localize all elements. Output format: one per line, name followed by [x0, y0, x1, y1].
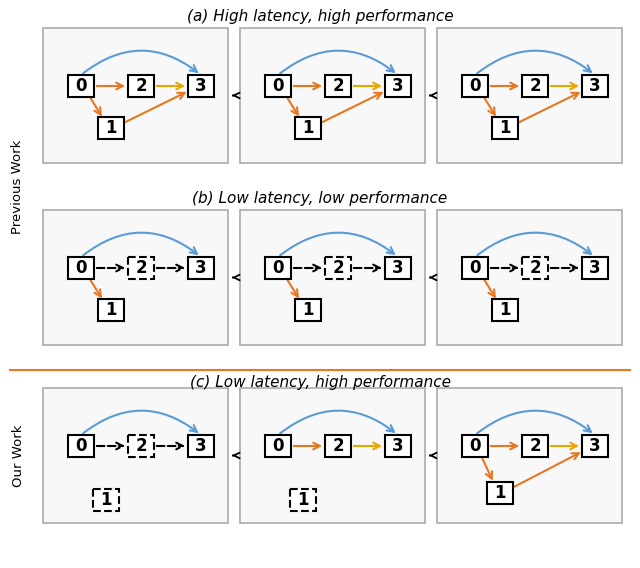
FancyBboxPatch shape: [295, 117, 321, 139]
Bar: [43, 210, 228, 345]
FancyBboxPatch shape: [522, 435, 548, 457]
Text: 1: 1: [499, 301, 511, 319]
Text: 1: 1: [494, 484, 506, 502]
Text: 0: 0: [272, 77, 284, 95]
Text: 3: 3: [392, 259, 404, 277]
FancyBboxPatch shape: [128, 75, 154, 97]
FancyBboxPatch shape: [385, 75, 411, 97]
Text: 1: 1: [105, 119, 116, 137]
FancyBboxPatch shape: [68, 75, 94, 97]
Text: 0: 0: [469, 77, 481, 95]
Text: 2: 2: [135, 259, 147, 277]
FancyBboxPatch shape: [522, 75, 548, 97]
FancyBboxPatch shape: [295, 299, 321, 321]
Text: 2: 2: [135, 437, 147, 455]
Text: 0: 0: [76, 77, 87, 95]
Bar: [240, 210, 425, 345]
Bar: [240, 388, 425, 523]
FancyBboxPatch shape: [265, 435, 291, 457]
FancyBboxPatch shape: [487, 482, 513, 504]
Text: 1: 1: [302, 119, 314, 137]
FancyBboxPatch shape: [325, 257, 351, 279]
Text: 3: 3: [392, 77, 404, 95]
Text: 2: 2: [529, 437, 541, 455]
FancyBboxPatch shape: [582, 75, 608, 97]
FancyBboxPatch shape: [68, 257, 94, 279]
FancyBboxPatch shape: [188, 257, 214, 279]
FancyBboxPatch shape: [492, 117, 518, 139]
FancyBboxPatch shape: [290, 489, 316, 511]
Text: (a) High latency, high performance: (a) High latency, high performance: [187, 9, 453, 23]
FancyBboxPatch shape: [582, 257, 608, 279]
Text: 2: 2: [332, 437, 344, 455]
Bar: [43, 388, 228, 523]
Text: 2: 2: [135, 77, 147, 95]
Text: (b) Low latency, low performance: (b) Low latency, low performance: [193, 190, 447, 206]
FancyBboxPatch shape: [492, 299, 518, 321]
FancyBboxPatch shape: [128, 257, 154, 279]
Bar: [43, 28, 228, 163]
Text: 2: 2: [332, 259, 344, 277]
Text: 1: 1: [100, 491, 112, 509]
FancyBboxPatch shape: [68, 435, 94, 457]
Text: 2: 2: [529, 259, 541, 277]
Text: 0: 0: [469, 437, 481, 455]
Text: 1: 1: [297, 491, 308, 509]
Text: Previous Work: Previous Work: [12, 139, 24, 233]
FancyBboxPatch shape: [522, 257, 548, 279]
Bar: [437, 210, 622, 345]
Text: 2: 2: [332, 77, 344, 95]
Text: 3: 3: [195, 259, 207, 277]
FancyBboxPatch shape: [582, 435, 608, 457]
Text: 3: 3: [589, 437, 601, 455]
Text: 3: 3: [589, 259, 601, 277]
Text: 0: 0: [469, 259, 481, 277]
Text: 0: 0: [272, 437, 284, 455]
FancyBboxPatch shape: [462, 75, 488, 97]
FancyBboxPatch shape: [93, 489, 119, 511]
FancyBboxPatch shape: [325, 75, 351, 97]
FancyBboxPatch shape: [462, 435, 488, 457]
Text: 3: 3: [195, 77, 207, 95]
Text: 2: 2: [529, 77, 541, 95]
FancyBboxPatch shape: [265, 257, 291, 279]
FancyBboxPatch shape: [98, 299, 124, 321]
Text: 0: 0: [272, 259, 284, 277]
FancyBboxPatch shape: [462, 257, 488, 279]
Text: 0: 0: [76, 437, 87, 455]
FancyBboxPatch shape: [188, 75, 214, 97]
Text: Our Work: Our Work: [12, 424, 24, 487]
FancyBboxPatch shape: [98, 117, 124, 139]
Bar: [437, 28, 622, 163]
FancyBboxPatch shape: [188, 435, 214, 457]
FancyBboxPatch shape: [385, 435, 411, 457]
Text: 3: 3: [589, 77, 601, 95]
Text: 1: 1: [499, 119, 511, 137]
Text: 1: 1: [105, 301, 116, 319]
FancyBboxPatch shape: [385, 257, 411, 279]
Bar: [240, 28, 425, 163]
Text: 0: 0: [76, 259, 87, 277]
Bar: [437, 388, 622, 523]
Text: (c) Low latency, high performance: (c) Low latency, high performance: [189, 374, 451, 390]
Text: 3: 3: [392, 437, 404, 455]
FancyBboxPatch shape: [325, 435, 351, 457]
FancyBboxPatch shape: [128, 435, 154, 457]
FancyBboxPatch shape: [265, 75, 291, 97]
Text: 3: 3: [195, 437, 207, 455]
Text: 1: 1: [302, 301, 314, 319]
